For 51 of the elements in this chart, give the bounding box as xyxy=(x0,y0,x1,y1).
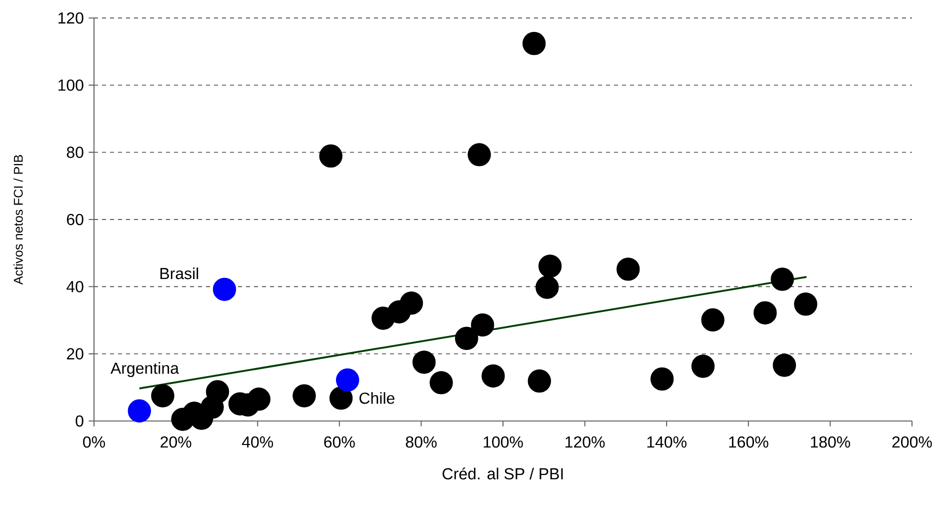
point xyxy=(430,371,453,394)
y-tick-label: 40 xyxy=(66,280,84,292)
point xyxy=(247,388,270,411)
x-tick-label: 180% xyxy=(810,436,850,448)
point xyxy=(536,276,559,299)
point xyxy=(206,380,230,404)
x-tick-label: 20% xyxy=(160,436,192,448)
point xyxy=(538,254,562,278)
x-axis-title: Créd. al SP / PBI xyxy=(442,468,563,480)
x-tick-label: 0% xyxy=(83,436,105,448)
point xyxy=(329,386,353,410)
y-tick-label: 100 xyxy=(58,80,84,91)
point xyxy=(754,301,777,324)
x-tick-label: 120% xyxy=(566,436,605,448)
x-tick-label: 40% xyxy=(242,436,274,448)
y-tick-label: 0 xyxy=(76,415,84,427)
point xyxy=(691,354,715,378)
y-tick-label: 20 xyxy=(66,348,84,360)
point xyxy=(151,384,174,408)
point xyxy=(770,268,794,291)
point xyxy=(772,354,796,377)
y-tick-label: 60 xyxy=(66,214,84,226)
x-tick-label: 160% xyxy=(729,436,768,448)
point xyxy=(522,32,546,56)
point xyxy=(292,384,316,408)
point xyxy=(412,350,436,374)
point xyxy=(455,326,478,350)
annotation: Argentina xyxy=(110,362,179,378)
point xyxy=(470,313,494,337)
point xyxy=(794,292,818,316)
point xyxy=(336,368,360,392)
x-tick-label: 60% xyxy=(324,436,355,448)
x-tick-label: 200% xyxy=(892,436,932,448)
point xyxy=(528,369,552,393)
y-tick-label: 80 xyxy=(66,146,84,158)
annotation: Brasil xyxy=(160,267,198,280)
x-tick-label: 80% xyxy=(406,436,437,448)
point xyxy=(701,308,724,332)
point xyxy=(482,364,505,388)
point xyxy=(468,143,491,166)
x-tick-label: 100% xyxy=(484,436,523,448)
point xyxy=(319,144,342,168)
annotation: Chile xyxy=(360,392,394,404)
point xyxy=(212,278,236,301)
point xyxy=(128,399,152,423)
y-axis-title: Activos netos FCI / PIB xyxy=(13,155,23,285)
point xyxy=(650,367,674,391)
point xyxy=(616,258,640,281)
y-tick-label: 120 xyxy=(58,12,84,24)
point xyxy=(400,292,423,315)
x-tick-label: 140% xyxy=(647,436,686,448)
